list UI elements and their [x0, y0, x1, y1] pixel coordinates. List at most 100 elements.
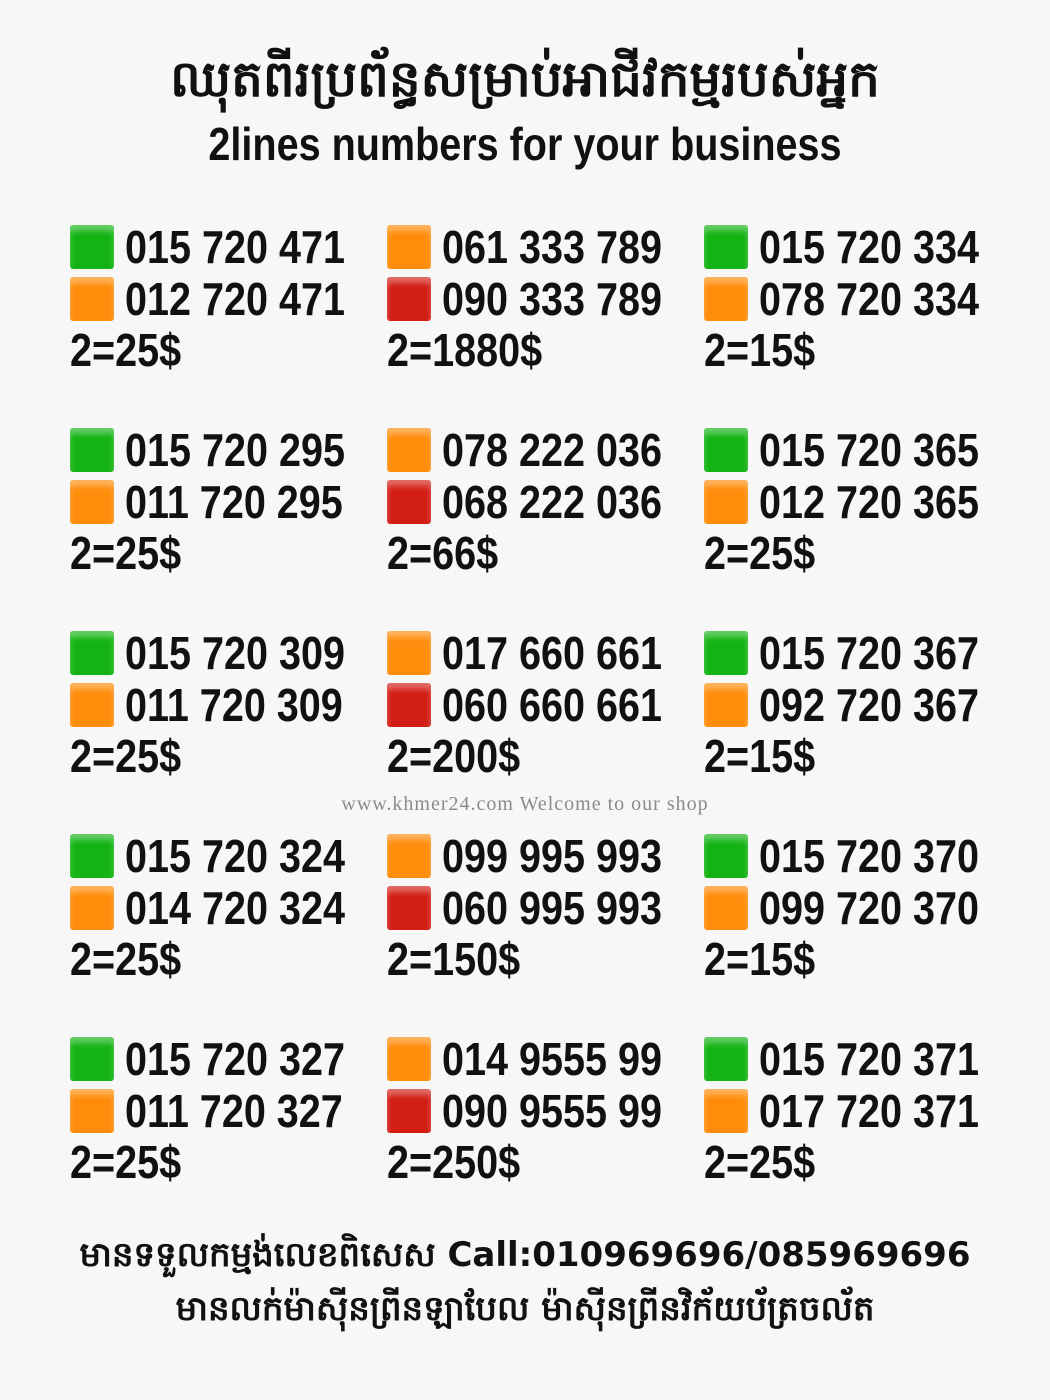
- phone-line: 011 720 327: [70, 1086, 378, 1136]
- phone-number: 068 222 036: [442, 476, 662, 528]
- phone-number: 012 720 471: [125, 273, 345, 325]
- offer-card: 099 995 993 060 995 993 2=150$: [387, 831, 687, 991]
- phone-number: 099 995 993: [442, 830, 662, 882]
- phone-number: 060 995 993: [442, 882, 662, 934]
- phone-number: 099 720 370: [759, 882, 979, 934]
- title-khmer: ឈុតពីរប្រព័ន្ធសម្រាប់អាជីវកម្មរបស់អ្នក: [170, 50, 880, 108]
- phone-line: 092 720 367: [704, 680, 1015, 730]
- carrier-square-icon: [704, 428, 748, 472]
- carrier-square-icon: [387, 683, 431, 727]
- footer-services: មានលក់ម៉ាស៊ីនព្រីនឡាបែល ម៉ាស៊ីនព្រីនវិក័…: [175, 1289, 875, 1329]
- phone-number: 078 222 036: [442, 424, 662, 476]
- phone-number: 090 333 789: [442, 273, 662, 325]
- phone-number: 011 720 309: [125, 679, 343, 731]
- carrier-square-icon: [70, 428, 114, 472]
- carrier-square-icon: [387, 1037, 431, 1081]
- price-label: 2=25$: [704, 527, 816, 579]
- phone-number: 017 660 661: [442, 627, 662, 679]
- carrier-square-icon: [387, 886, 431, 930]
- phone-line: 099 995 993: [387, 831, 698, 881]
- price-label: 2=66$: [387, 527, 499, 579]
- carrier-square-icon: [704, 631, 748, 675]
- phone-line: 015 720 365: [704, 425, 1015, 475]
- carrier-square-icon: [70, 886, 114, 930]
- phone-line: 015 720 295: [70, 425, 381, 475]
- price-label: 2=25$: [70, 527, 182, 579]
- price-label: 2=25$: [70, 1136, 182, 1188]
- carrier-square-icon: [70, 683, 114, 727]
- carrier-square-icon: [70, 225, 114, 269]
- phone-line: 011 720 309: [70, 680, 378, 730]
- phone-number: 015 720 371: [759, 1033, 979, 1085]
- carrier-square-icon: [70, 631, 114, 675]
- price-label: 2=250$: [387, 1136, 521, 1188]
- phone-number: 090 9555 99: [442, 1085, 662, 1137]
- phone-number: 015 720 365: [759, 424, 979, 476]
- phone-number: 078 720 334: [759, 273, 979, 325]
- phone-line: 060 995 993: [387, 883, 698, 933]
- phone-line: 014 720 324: [70, 883, 381, 933]
- phone-line: 012 720 365: [704, 477, 1015, 527]
- carrier-square-icon: [70, 1089, 114, 1133]
- price-label: 2=25$: [70, 933, 182, 985]
- phone-line: 014 9555 99: [387, 1034, 698, 1084]
- offer-card: 015 720 327 011 720 327 2=25$: [70, 1034, 370, 1194]
- offer-card: 015 720 365 012 720 365 2=25$: [704, 425, 1004, 585]
- phone-line: 015 720 367: [704, 628, 1015, 678]
- phone-number: 015 720 370: [759, 830, 979, 882]
- price-label: 2=15$: [704, 730, 816, 782]
- carrier-square-icon: [387, 225, 431, 269]
- price-label: 2=150$: [387, 933, 521, 985]
- carrier-square-icon: [704, 683, 748, 727]
- carrier-square-icon: [70, 480, 114, 524]
- carrier-square-icon: [704, 225, 748, 269]
- offer-card: 061 333 789 090 333 789 2=1880$: [387, 222, 687, 382]
- price-label: 2=15$: [704, 933, 816, 985]
- phone-number: 092 720 367: [759, 679, 979, 731]
- carrier-square-icon: [70, 1037, 114, 1081]
- phone-number: 012 720 365: [759, 476, 979, 528]
- carrier-square-icon: [704, 834, 748, 878]
- offer-card: 017 660 661 060 660 661 2=200$: [387, 628, 687, 788]
- phone-line: 015 720 471: [70, 222, 381, 272]
- offer-card: 015 720 370 099 720 370 2=15$: [704, 831, 1004, 991]
- phone-number: 015 720 295: [125, 424, 345, 476]
- phone-number: 015 720 367: [759, 627, 979, 679]
- offer-card: 015 720 471 012 720 471 2=25$: [70, 222, 370, 382]
- carrier-square-icon: [704, 1037, 748, 1081]
- price-label: 2=200$: [387, 730, 521, 782]
- phone-line: 015 720 370: [704, 831, 1015, 881]
- carrier-square-icon: [387, 1089, 431, 1133]
- phone-line: 078 222 036: [387, 425, 698, 475]
- offer-card: 015 720 367 092 720 367 2=15$: [704, 628, 1004, 788]
- phone-number: 017 720 371: [759, 1085, 979, 1137]
- phone-number: 015 720 471: [125, 221, 345, 273]
- phone-number: 015 720 334: [759, 221, 979, 273]
- offer-card: 015 720 371 017 720 371 2=25$: [704, 1034, 1004, 1194]
- phone-line: 011 720 295: [70, 477, 378, 527]
- price-label: 2=25$: [70, 730, 182, 782]
- offer-card: 015 720 324 014 720 324 2=25$: [70, 831, 370, 991]
- phone-line: 078 720 334: [704, 274, 1015, 324]
- price-label: 2=25$: [704, 1136, 816, 1188]
- phone-number: 014 720 324: [125, 882, 345, 934]
- phone-line: 090 333 789: [387, 274, 698, 324]
- carrier-square-icon: [704, 886, 748, 930]
- offer-card: 015 720 309 011 720 309 2=25$: [70, 628, 370, 788]
- phone-line: 090 9555 99: [387, 1086, 698, 1136]
- phone-line: 099 720 370: [704, 883, 1015, 933]
- phone-line: 015 720 309: [70, 628, 381, 678]
- carrier-square-icon: [704, 1089, 748, 1133]
- phone-line: 015 720 371: [704, 1034, 1015, 1084]
- carrier-square-icon: [387, 277, 431, 321]
- phone-number: 015 720 327: [125, 1033, 345, 1085]
- phone-number: 011 720 295: [125, 476, 343, 528]
- phone-line: 012 720 471: [70, 274, 381, 324]
- carrier-square-icon: [704, 277, 748, 321]
- phone-line: 017 720 371: [704, 1086, 1015, 1136]
- footer-contact: មានទទួលកម្មង់លេខពិសេស Call:010969696/085…: [79, 1235, 971, 1275]
- price-label: 2=1880$: [387, 324, 543, 376]
- phone-number: 060 660 661: [442, 679, 662, 731]
- offer-card: 015 720 334 078 720 334 2=15$: [704, 222, 1004, 382]
- phone-line: 015 720 334: [704, 222, 1015, 272]
